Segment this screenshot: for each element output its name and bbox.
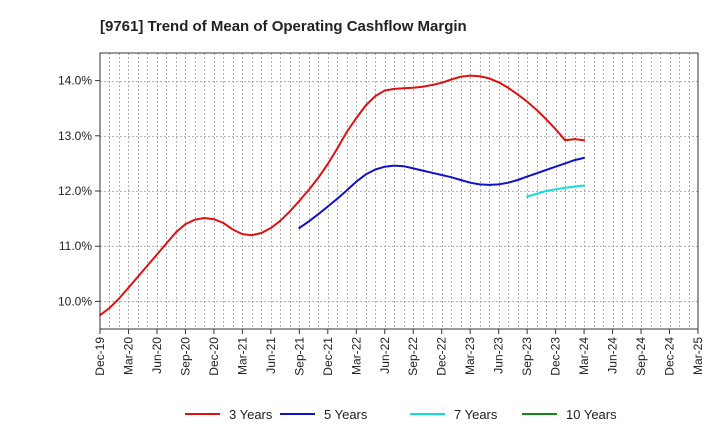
legend-label-7-years: 7 Years [454,407,498,422]
x-tick-label: Mar-21 [235,337,249,375]
y-tick-label: 13.0% [58,129,92,143]
series-line-7-years [526,184,586,198]
y-axis: 10.0% 11.0% 12.0% 13.0% 14.0% [58,74,100,308]
x-tick-label: Sep-20 [178,337,192,376]
series-line-5-years [298,156,586,229]
x-tick-label: Mar-20 [121,337,135,375]
x-tick-label: Sep-23 [520,337,534,376]
x-tick-label: Jun-20 [150,337,164,374]
y-tick-label: 12.0% [58,184,92,198]
x-tick-label: Dec-21 [321,337,335,376]
y-tick-label: 14.0% [58,74,92,88]
x-axis: Dec-19 Mar-20 Jun-20 Sep-20 Dec-20 Mar-21 Jun-… [93,329,705,376]
x-tick-label: Sep-22 [406,337,420,376]
x-tick-label: Sep-21 [292,337,306,376]
x-tick-label: Jun-21 [264,337,278,374]
x-tick-label: Jun-23 [492,337,506,374]
y-tick-label: 11.0% [59,239,92,253]
series-line-3-years [99,74,586,317]
x-tick-label: Mar-23 [463,337,477,375]
x-tick-label: Dec-19 [93,337,107,376]
grid [100,53,698,329]
y-tick-label: 10.0% [58,294,92,308]
legend-label-3-years: 3 Years [229,407,273,422]
x-tick-label: Mar-25 [691,337,705,375]
x-tick-label: Mar-22 [349,337,363,375]
x-tick-label: Sep-24 [634,337,648,376]
x-tick-label: Dec-23 [549,337,563,376]
x-tick-label: Dec-24 [663,337,677,376]
x-tick-label: Dec-22 [435,337,449,376]
legend-label-5-years: 5 Years [324,407,368,422]
x-tick-label: Mar-24 [577,337,591,375]
series-group [99,74,586,317]
plot-area [99,52,699,330]
chart-title: [9761] Trend of Mean of Operating Cashfl… [100,18,467,35]
x-tick-label: Jun-22 [378,337,392,374]
x-tick-label: Dec-20 [207,337,221,376]
legend: 3 Years 5 Years 7 Years 10 Years [185,407,617,422]
x-tick-label: Jun-24 [606,337,620,374]
legend-label-10-years: 10 Years [566,407,617,422]
